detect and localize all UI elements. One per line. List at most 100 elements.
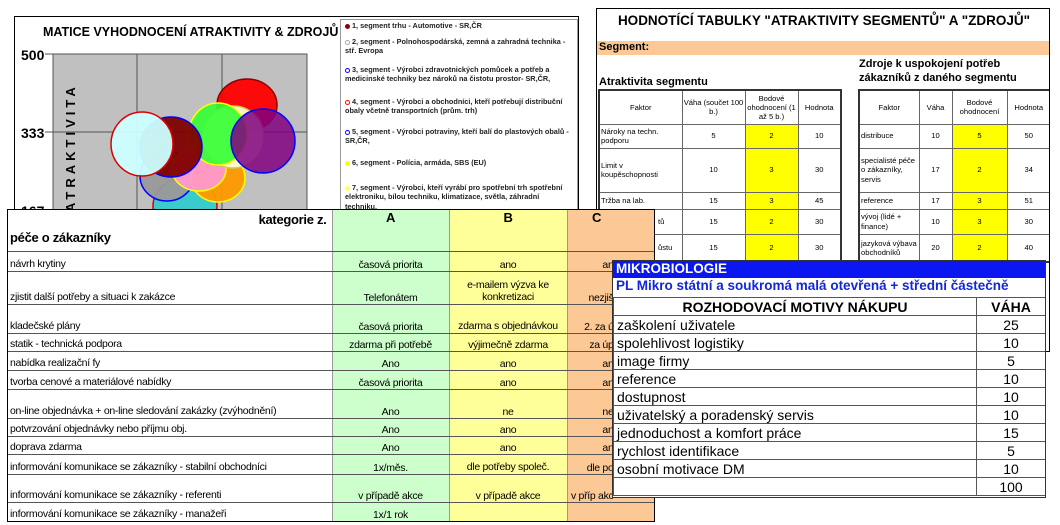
factor-cell: Tržba na lab. bbox=[598, 191, 683, 210]
category-a-cell: Telefonátem bbox=[332, 271, 450, 305]
column-b-header: B bbox=[449, 210, 568, 252]
activity-cell: kladečské plány bbox=[8, 304, 333, 334]
table-row: zaškolení uživatele 25 bbox=[613, 315, 1045, 334]
column-header: VÁHA bbox=[976, 297, 1045, 316]
marker-icon bbox=[345, 67, 350, 73]
table-row: zjistit další potřeby a situaci k zakázc… bbox=[8, 271, 654, 305]
score-cell: 3 bbox=[951, 208, 1008, 235]
category-a-cell: 1x/měs. bbox=[332, 454, 450, 475]
evaluation-title: HODNOTÍCÍ TABULKY "ATRAKTIVITY SEGMENTŮ"… bbox=[617, 13, 1031, 28]
weight-cell: 5 bbox=[976, 351, 1045, 370]
score-cell: 3 bbox=[744, 147, 799, 193]
bubble bbox=[110, 111, 174, 177]
empty-cell bbox=[613, 477, 977, 496]
category-b-cell: ano bbox=[449, 251, 568, 272]
motive-cell: jednoduchost a komfort práce bbox=[613, 423, 977, 442]
table-row: jazyková výbava obchodníků 20 2 40 bbox=[858, 233, 1049, 263]
column-header: ROZHODOVACÍ MOTIVY NÁKUPU bbox=[613, 297, 977, 316]
score-cell: 2 bbox=[744, 233, 799, 263]
category-a-cell: časová priorita bbox=[332, 251, 450, 272]
table-row: tvorba cenové a materiálové nabídky časov… bbox=[8, 370, 654, 390]
category-b-cell: v případě akce bbox=[449, 474, 568, 503]
weight-cell: 10 bbox=[918, 208, 953, 235]
category-a-cell: Ano bbox=[332, 418, 450, 437]
activity-cell: informování komunikace se zákazníky - re… bbox=[8, 474, 333, 503]
motive-cell: reference bbox=[613, 369, 977, 388]
weight-cell: 20 bbox=[918, 233, 953, 263]
category-b-cell: zdarma s objednávkou bbox=[449, 304, 568, 334]
score-cell: 5 bbox=[951, 123, 1008, 149]
score-cell: 2 bbox=[744, 123, 799, 149]
weight-cell: 10 bbox=[681, 147, 746, 193]
table-row: image firmy 5 bbox=[613, 351, 1045, 370]
table-row: osobní motivace DM 10 bbox=[613, 459, 1045, 478]
category-a-cell: 1x/1 rok bbox=[332, 502, 450, 521]
category-b-cell bbox=[449, 502, 568, 521]
factor-cell: Limit v koupěschopnosti bbox=[598, 147, 683, 193]
value-cell: 50 bbox=[1006, 123, 1049, 149]
marker-icon bbox=[345, 99, 350, 105]
category-a-cell: Ano bbox=[332, 389, 450, 419]
marker-icon bbox=[345, 39, 350, 45]
attractiveness-heading: Atraktivita segmentu bbox=[599, 76, 708, 88]
value-cell: 51 bbox=[1006, 191, 1049, 210]
table-row: Tržba na lab. 15 3 45 bbox=[598, 191, 842, 210]
table-row: reference 10 bbox=[613, 369, 1045, 388]
factor-cell: jazyková výbava obchodníků bbox=[858, 233, 920, 263]
table-row: on-line objednávka + on-line sledování z… bbox=[8, 389, 654, 419]
marker-icon bbox=[345, 185, 350, 191]
weight-cell: 10 bbox=[976, 387, 1045, 406]
bubble bbox=[230, 108, 296, 174]
purchase-motives-table: ROZHODOVACÍ MOTIVY NÁKUPU VÁHA zaškolení u… bbox=[613, 297, 1045, 496]
category-a-cell: časová priorita bbox=[332, 370, 450, 390]
table-row: informování komunikace se zákazníky - ma… bbox=[8, 502, 654, 521]
weight-cell: 17 bbox=[918, 147, 953, 193]
header-row: Faktor Váha (součet 100 b.) Bodové ohodnoc… bbox=[598, 89, 842, 125]
table-row: reference 17 3 51 bbox=[858, 191, 1049, 210]
header-row: Faktor Váha Bodové ohodnocení Hodnota bbox=[858, 89, 1049, 125]
score-cell: 2 bbox=[951, 147, 1008, 193]
motive-cell: uživatelský a poradenský servis bbox=[613, 405, 977, 424]
table-row: distribuce 10 5 50 bbox=[858, 123, 1049, 149]
weight-cell: 15 bbox=[976, 423, 1045, 442]
legend-item: 5, segment - Výrobci potraviny, kteří ba… bbox=[345, 127, 569, 146]
activity-cell: nabídka realizační fy bbox=[8, 351, 333, 371]
weight-cell: 15 bbox=[681, 191, 746, 210]
column-header: Bodové ohodnocení (1 až 5 b.) bbox=[744, 89, 799, 125]
legend-item: 1, segment trhu - Automotive - SR,ČR bbox=[345, 21, 573, 30]
category-a-cell: časová priorita bbox=[332, 304, 450, 334]
column-header: Faktor bbox=[598, 89, 683, 125]
category-b-cell: ano bbox=[449, 370, 568, 390]
table-row: potvrzování objednávky nebo příjmu obj. A… bbox=[8, 418, 654, 437]
category-b-cell: ne bbox=[449, 389, 568, 419]
customer-care-table: kategorie z. péče o zákazníky A B C návr… bbox=[8, 210, 654, 521]
table-row: Limit v koupěschopnosti 10 3 30 bbox=[598, 147, 842, 193]
category-a-cell: Ano bbox=[332, 351, 450, 371]
table-row: návrh krytiny časová priorita ano an bbox=[8, 251, 654, 272]
legend-item: 6, segment - Polícia, armáda, SBS (EU) bbox=[345, 158, 573, 167]
activity-cell: potvrzování objednávky nebo příjmu obj. bbox=[8, 418, 333, 437]
motive-cell: dostupnost bbox=[613, 387, 977, 406]
microbiology-title: MIKROBIOLOGIE bbox=[613, 261, 1045, 278]
resources-table: Faktor Váha Bodové ohodnocení Hodnota distri… bbox=[858, 89, 1049, 263]
category-c-cell bbox=[567, 502, 654, 521]
activity-cell: doprava zdarma bbox=[8, 436, 333, 455]
value-cell: 30 bbox=[1006, 208, 1049, 235]
value-cell: 30 bbox=[797, 147, 842, 193]
category-b-cell: výjimečně zdarma bbox=[449, 333, 568, 352]
factor-cell: reference bbox=[858, 191, 920, 210]
table-row: informování komunikace se zákazníky - st… bbox=[8, 454, 654, 475]
table-row: kladečské plány časová priorita zdarma s o… bbox=[8, 304, 654, 334]
weight-cell: 10 bbox=[976, 405, 1045, 424]
weight-cell: 15 bbox=[681, 233, 746, 263]
y-tick-333: 333 bbox=[21, 125, 45, 141]
category-b-cell: ano bbox=[449, 351, 568, 371]
matrix-title: MATICE VYHODNOCENÍ ATRAKTIVITY & ZDROJŮ bbox=[43, 25, 339, 39]
activity-cell: tvorba cenové a materiálové nabídky bbox=[8, 370, 333, 390]
value-cell: 10 bbox=[797, 123, 842, 149]
value-cell: 30 bbox=[797, 208, 842, 235]
microbiology-subtitle: PL Mikro státní a soukromá malá otevřená… bbox=[616, 278, 1009, 293]
column-a-header: A bbox=[332, 210, 450, 252]
score-cell: 3 bbox=[951, 191, 1008, 210]
score-cell: 3 bbox=[744, 191, 799, 210]
